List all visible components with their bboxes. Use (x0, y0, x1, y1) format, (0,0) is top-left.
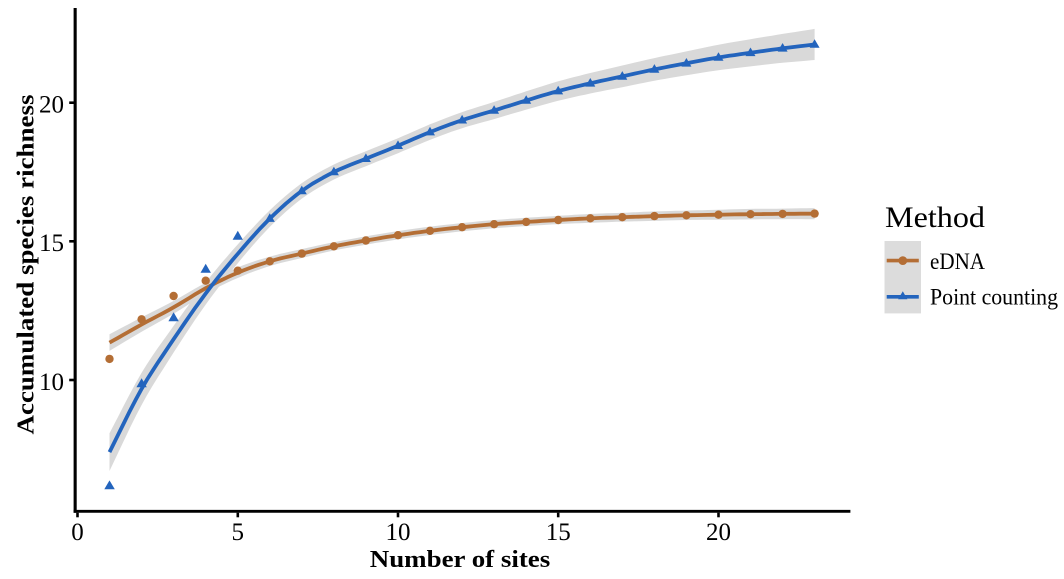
svg-text:10: 10 (39, 369, 64, 396)
svg-text:15: 15 (39, 230, 64, 257)
svg-text:15: 15 (546, 519, 571, 546)
svg-text:10: 10 (386, 519, 411, 546)
svg-text:Method: Method (885, 201, 985, 234)
svg-text:Point counting: Point counting (930, 285, 1058, 311)
svg-text:Accumulated species richness: Accumulated species richness (13, 95, 40, 435)
svg-text:0: 0 (71, 519, 84, 546)
svg-text:eDNA: eDNA (930, 249, 985, 275)
svg-text:Number of sites: Number of sites (370, 546, 551, 573)
svg-text:5: 5 (232, 519, 245, 546)
svg-text:20: 20 (706, 519, 731, 546)
svg-text:20: 20 (39, 92, 64, 119)
